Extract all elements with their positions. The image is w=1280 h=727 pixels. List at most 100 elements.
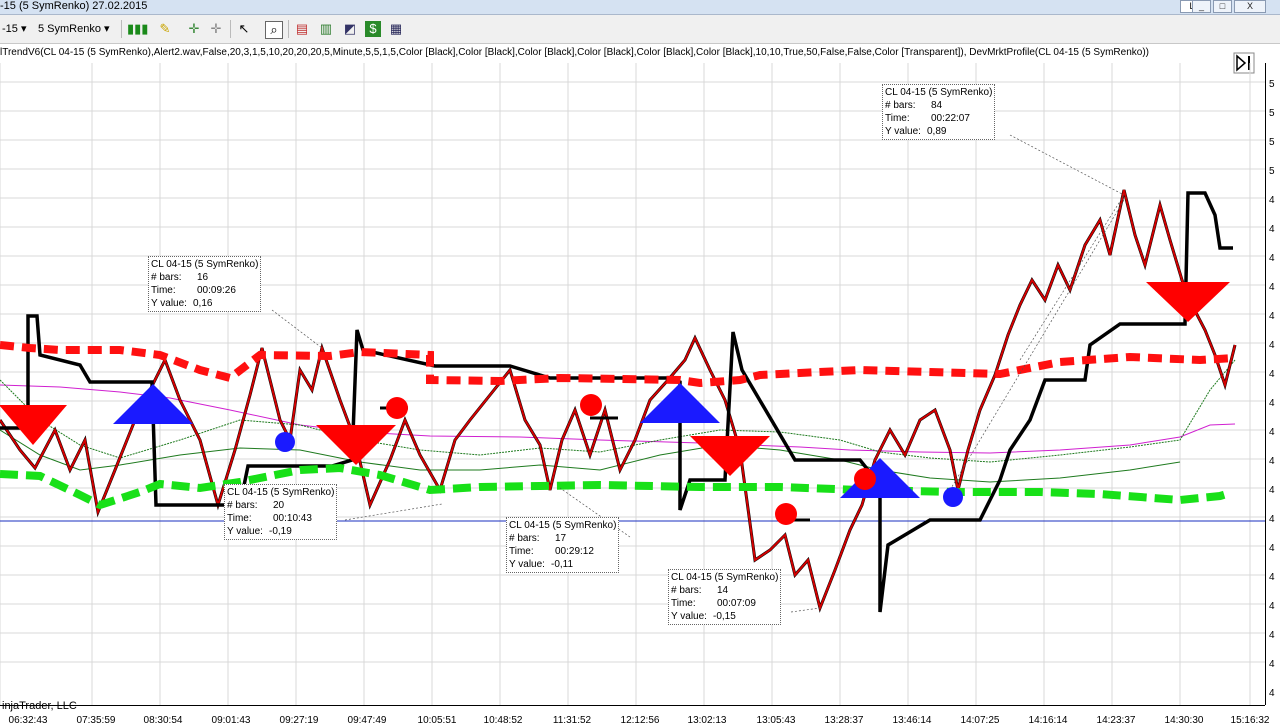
measure-line	[949, 199, 1125, 491]
tooltip-y-label: Y value:	[885, 126, 921, 137]
tooltip-time-label: Time:	[885, 113, 910, 124]
signal-dot-red	[386, 397, 408, 419]
tooltip-time-label: Time:	[227, 513, 252, 524]
dollar-icon[interactable]: $	[365, 21, 381, 37]
time-tick-label: 13:05:43	[756, 715, 796, 726]
price-tick-label: 4	[1269, 543, 1275, 554]
tooltip-bars-label: # bars:	[671, 585, 702, 596]
price-tick-label: 4	[1269, 514, 1275, 525]
price-tick-label: 4	[1269, 369, 1275, 380]
title-bar: -15 (5 SymRenko) 27.02.2015 L _ □ X	[0, 0, 1280, 15]
time-tick-label: 13:02:13	[687, 715, 727, 726]
measure-tooltip: CL 04-15 (5 SymRenko) # bars: 17 Time: 00:…	[506, 517, 620, 573]
price-tick-label: 4	[1269, 427, 1275, 438]
tooltip-time-label: Time:	[671, 598, 696, 609]
price-tick-label: 4	[1269, 224, 1275, 235]
tooltip-bars: 16	[197, 272, 209, 283]
copyright-label: injaTrader, LLC	[2, 700, 77, 712]
time-axis: 06:32:43 07:35:59 08:30:54 09:01:43 09:27:19…	[0, 705, 1269, 727]
tooltip-bars: 17	[555, 533, 567, 544]
tooltip-time: 00:07:09	[717, 598, 756, 609]
properties-icon[interactable]: ▦	[389, 21, 403, 36]
close-button[interactable]: X	[1234, 0, 1266, 13]
measure-line	[790, 607, 821, 613]
price-tick-label: 4	[1269, 195, 1275, 206]
buy-arrow	[113, 384, 193, 424]
tooltip-time-label: Time:	[509, 546, 534, 557]
time-tick-label: 09:27:19	[279, 715, 319, 726]
maximize-button[interactable]: □	[1213, 0, 1232, 13]
bar-style-icon[interactable]: ▮▮▮	[127, 21, 149, 36]
tooltip-y: 0,16	[193, 298, 213, 309]
signal-dot-red	[854, 468, 876, 490]
tooltip-title: CL 04-15 (5 SymRenko)	[151, 259, 259, 270]
tooltip-time: 00:10:43	[273, 513, 312, 524]
window-title: -15 (5 SymRenko) 27.02.2015	[0, 0, 148, 12]
measure-line	[271, 309, 323, 349]
chart-style-icon[interactable]: ▥	[319, 21, 333, 36]
tooltip-y: -0,15	[713, 611, 736, 622]
chart-trader-icon[interactable]: ◩	[343, 21, 357, 36]
price-tick-label: 4	[1269, 601, 1275, 612]
tooltip-time-label: Time:	[151, 285, 176, 296]
tooltip-title: CL 04-15 (5 SymRenko)	[227, 487, 335, 498]
tooltip-y-label: Y value:	[227, 526, 263, 537]
measure-tooltip: CL 04-15 (5 SymRenko) # bars: 84 Time: 00:…	[882, 84, 996, 140]
tooltip-bars-label: # bars:	[227, 500, 258, 511]
measure-tooltip: CL 04-15 (5 SymRenko) # bars: 16 Time: 00:…	[148, 256, 262, 312]
pointer-icon[interactable]: ↖	[238, 21, 250, 36]
tooltip-y: -0,19	[269, 526, 292, 537]
time-tick-label: 12:12:56	[620, 715, 660, 726]
instrument-selector[interactable]: -15 ▾	[2, 23, 27, 35]
crosshair-add-icon[interactable]: ✛	[188, 21, 200, 36]
tooltip-title: CL 04-15 (5 SymRenko)	[671, 572, 779, 583]
period-selector[interactable]: 5 SymRenko ▾	[38, 23, 110, 35]
window-controls: _ □ X	[1192, 0, 1266, 13]
buy-arrow	[640, 383, 720, 423]
zoom-icon[interactable]: ⌕	[265, 21, 283, 39]
time-tick-label: 09:47:49	[347, 715, 387, 726]
sell-arrow	[316, 425, 396, 465]
price-tick-label: 4	[1269, 485, 1275, 496]
tooltip-bars-label: # bars:	[885, 100, 916, 111]
tooltip-title: CL 04-15 (5 SymRenko)	[509, 520, 617, 531]
trend-stair-line	[0, 191, 1233, 613]
price-tick-label: 5	[1269, 108, 1275, 119]
support-dash-line	[0, 463, 1232, 510]
time-tick-label: 14:30:30	[1164, 715, 1204, 726]
price-tick-label: 4	[1269, 456, 1275, 467]
price-tick-label: 4	[1269, 340, 1275, 351]
signal-dot-red	[580, 394, 602, 416]
signal-dot-blue	[943, 487, 963, 507]
measure-tooltip: CL 04-15 (5 SymRenko) # bars: 20 Time: 00:…	[224, 484, 338, 540]
measure-tooltip: CL 04-15 (5 SymRenko) # bars: 14 Time: 00:…	[668, 569, 782, 625]
panel-toggle-icon[interactable]	[1233, 52, 1255, 74]
data-box-icon[interactable]: ▤	[295, 21, 309, 36]
crosshair-icon[interactable]: ✛	[210, 21, 222, 36]
price-tick-label: 4	[1269, 630, 1275, 641]
price-tick-label: 4	[1269, 282, 1275, 293]
time-tick-label: 15:16:32	[1230, 715, 1270, 726]
signal-dot-blue	[275, 432, 295, 452]
price-tick-label: 4	[1269, 572, 1275, 583]
price-tick-label: 5	[1269, 166, 1275, 177]
time-tick-label: 13:46:14	[892, 715, 932, 726]
tooltip-bars-label: # bars:	[509, 533, 540, 544]
minimize-button[interactable]: _	[1192, 0, 1211, 13]
price-bars	[0, 189, 1236, 612]
time-tick-label: 14:07:25	[960, 715, 1000, 726]
time-tick-label: 11:31:52	[552, 715, 592, 726]
time-tick-label: 07:35:59	[76, 715, 116, 726]
pencil-icon[interactable]: ✎	[159, 21, 171, 36]
time-tick-label: 10:05:51	[417, 715, 457, 726]
tooltip-y: -0,11	[551, 559, 574, 570]
tooltip-y-label: Y value:	[671, 611, 707, 622]
price-chart[interactable]	[0, 63, 1265, 705]
tooltip-y: 0,89	[927, 126, 947, 137]
signal-dot-red	[775, 503, 797, 525]
price-tick-label: 4	[1269, 253, 1275, 264]
chart-toolbar: -15 ▾ 5 SymRenko ▾ ▮▮▮ ✎ ✛ ✛ ↖ ⌕ ▤ ▥ ◩ $…	[0, 15, 1280, 44]
time-tick-label: 14:23:37	[1096, 715, 1136, 726]
measure-line	[344, 503, 443, 521]
time-tick-label: 08:30:54	[143, 715, 183, 726]
